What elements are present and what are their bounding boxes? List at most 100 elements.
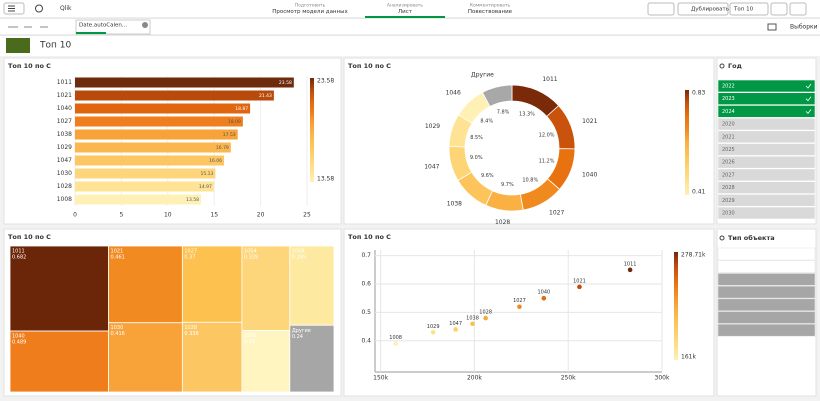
y-tick-label: 0.5: [361, 309, 371, 316]
filter-item[interactable]: [717, 92, 816, 105]
data-label: 21.43: [259, 93, 272, 99]
treemap-cell: [289, 324, 335, 393]
filter-item[interactable]: [717, 105, 816, 118]
chart-title: Топ 10 по С: [8, 62, 51, 70]
bar: [75, 77, 294, 88]
legend-max: 278.71k: [681, 252, 706, 259]
sheet-thumbnail: [6, 38, 30, 53]
treemap-cell: [108, 245, 183, 324]
filter-item[interactable]: [717, 323, 816, 337]
filter-item[interactable]: [717, 117, 816, 131]
y-tick-label: 1027: [57, 118, 72, 125]
cell-label: 1027: [184, 249, 197, 255]
y-tick-label: 1011: [57, 79, 72, 86]
tab-label: Повествование: [468, 9, 513, 15]
data-label: 14.97: [199, 184, 212, 190]
color-legend: [674, 252, 678, 360]
filter-item[interactable]: [717, 130, 816, 144]
filter-item[interactable]: [717, 247, 816, 261]
next-sheet[interactable]: [789, 2, 807, 16]
cell-label: 1011: [12, 249, 25, 255]
x-tick-label: 200k: [467, 375, 482, 382]
check-mark: [805, 83, 812, 89]
menu-icon: [8, 5, 15, 12]
slice-label: 1046: [446, 90, 461, 97]
filter-item[interactable]: [717, 260, 816, 274]
y-tick-label: 1038: [57, 131, 72, 138]
slice-label: 1047: [424, 164, 439, 171]
sheet-menu-label: Топ 10: [733, 7, 754, 13]
filter-item-label: 2021: [722, 134, 735, 140]
selections-label: Выборки: [790, 24, 818, 31]
filter-item[interactable]: [717, 273, 816, 286]
cell-label: 1054: [244, 249, 257, 255]
point: [453, 327, 458, 332]
selections-icon: [767, 23, 777, 31]
duplicate-label: Дублировать: [691, 7, 729, 13]
cell-label: 1008: [292, 249, 305, 255]
chart-title: Топ 10 по С: [348, 233, 391, 241]
x-tick-label: 300k: [655, 375, 670, 382]
selection-chip[interactable]: [75, 19, 151, 35]
y-tick-label: 1021: [57, 92, 72, 99]
data-label: 18.87: [235, 106, 248, 112]
x-tick-label: 150k: [373, 375, 388, 382]
y-tick-label: 1029: [57, 144, 72, 151]
duplicate-button[interactable]: [677, 2, 729, 16]
cell-value: 0.329: [244, 255, 258, 261]
slice-value: 13.3%: [519, 112, 535, 118]
globe-icon[interactable]: [35, 4, 43, 13]
filter-item[interactable]: [717, 311, 816, 324]
point: [577, 284, 582, 290]
x-tick-label: 250k: [561, 375, 576, 382]
cell-label: 1030: [111, 325, 124, 331]
filter-item[interactable]: [717, 168, 816, 182]
filter-item[interactable]: [717, 155, 816, 169]
slice-label: 1021: [582, 118, 597, 125]
x-tick-label: 0: [73, 212, 77, 219]
bar: [75, 103, 251, 114]
slice-label: 1038: [447, 200, 462, 207]
slice-label: 1040: [582, 171, 597, 178]
bookmark-button[interactable]: [647, 2, 675, 16]
slice-value: 9.6%: [481, 173, 494, 179]
filter-item-label: 2029: [722, 198, 735, 204]
search-icon: [719, 63, 725, 69]
y-tick-label: 1040: [57, 105, 72, 112]
filter-item-label: 2023: [722, 96, 735, 102]
color-legend: [685, 90, 689, 195]
filter-item[interactable]: [717, 285, 816, 299]
filter-title: Тип объекта: [728, 234, 775, 242]
point-label: 1040: [537, 290, 550, 296]
filter-item[interactable]: [717, 143, 816, 156]
check-mark: [805, 96, 812, 102]
cell-value: 0.24: [244, 339, 255, 345]
sheet-header: [0, 36, 820, 56]
filter-item[interactable]: [717, 79, 816, 93]
point-label: 1028: [479, 310, 492, 316]
filter-item[interactable]: [717, 181, 816, 194]
filter-item[interactable]: [717, 206, 816, 220]
slice-label: 1011: [542, 76, 557, 83]
y-tick-label: 0.4: [361, 337, 371, 344]
filter-item[interactable]: [717, 298, 816, 312]
filter-item[interactable]: [717, 194, 816, 207]
point-label: 1047: [449, 321, 462, 327]
prev-sheet[interactable]: [770, 2, 788, 16]
cell-label: 1000: [244, 333, 257, 339]
data-label: 13.58: [186, 197, 199, 203]
filter-title: Год: [728, 62, 742, 70]
treemap-cell: [289, 245, 335, 326]
point-label: 1027: [513, 298, 526, 304]
bar: [75, 90, 274, 101]
slice-value: 7.8%: [497, 110, 510, 116]
filter-item-label: 2024: [722, 109, 735, 115]
point: [393, 341, 398, 346]
treemap-cell: [108, 322, 183, 393]
sheet-menu[interactable]: [729, 2, 769, 16]
bar: [75, 181, 214, 192]
clear-selection[interactable]: [142, 22, 148, 28]
chart-title: Топ 10 по С: [8, 233, 51, 241]
